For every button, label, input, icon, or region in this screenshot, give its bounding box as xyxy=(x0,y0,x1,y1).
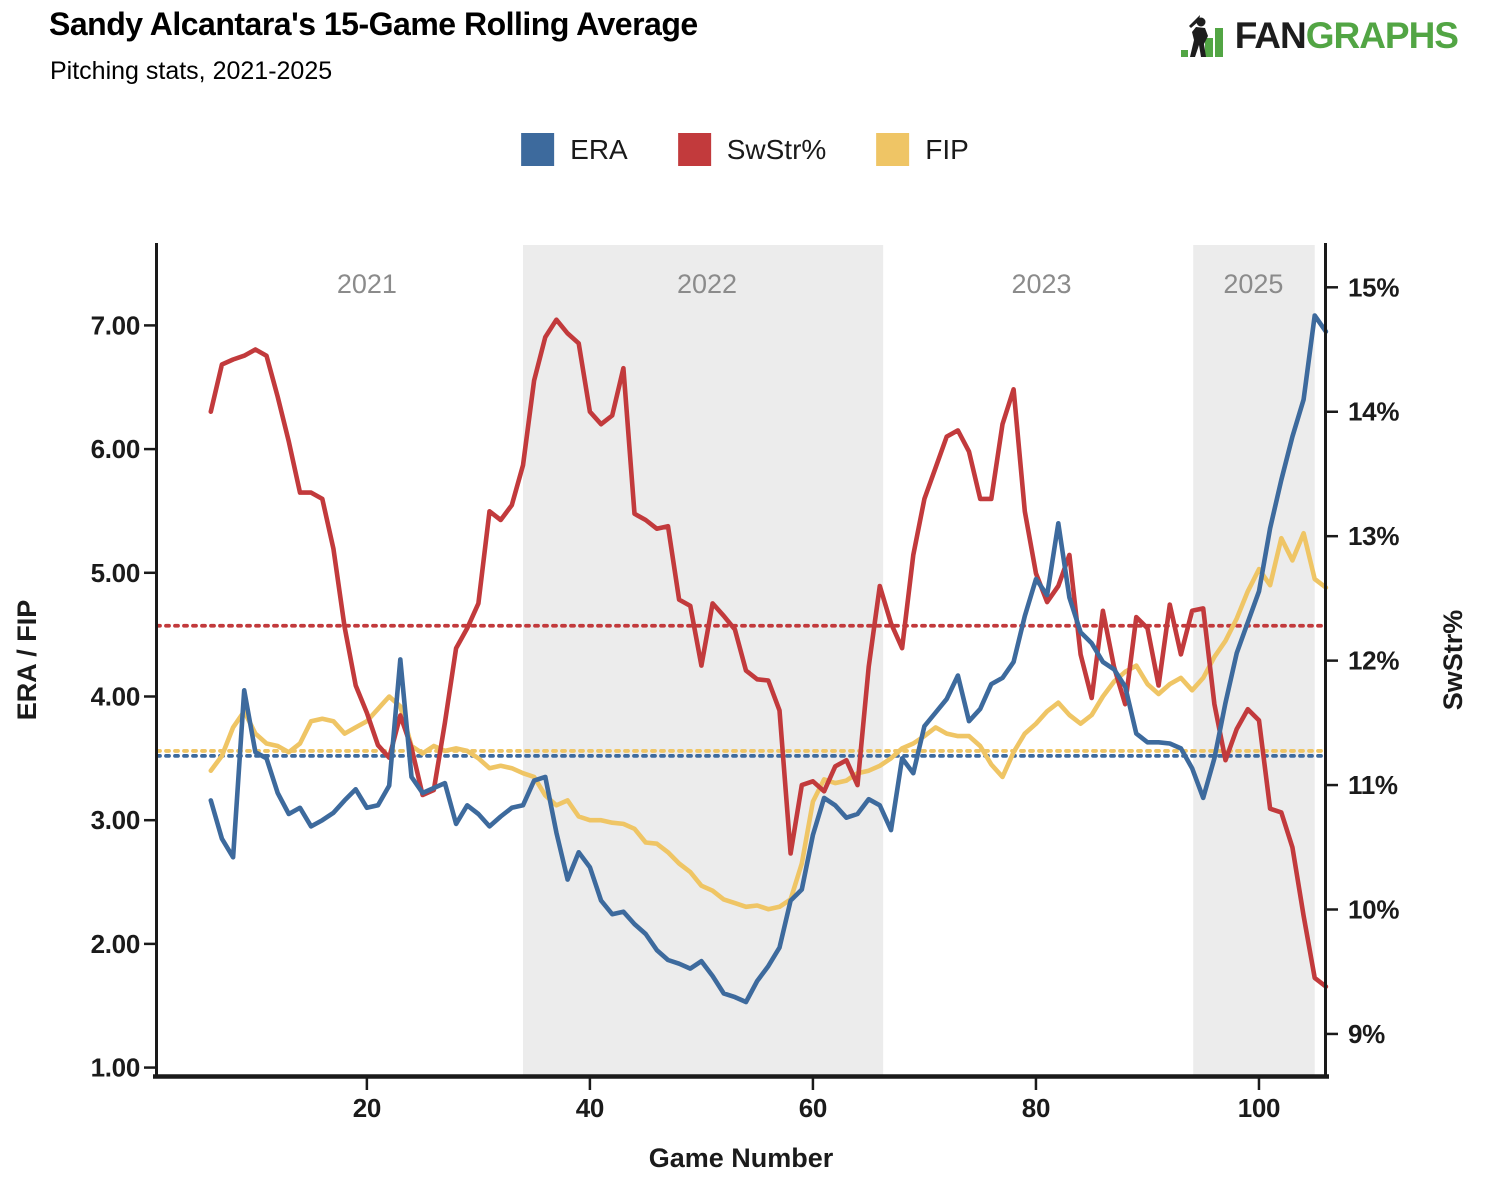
y-left-tick-label: 4.00 xyxy=(91,681,140,711)
y-left-tick-label: 3.00 xyxy=(91,805,140,835)
legend-label-swstr: SwStr% xyxy=(726,133,827,165)
season-label-2021: 2021 xyxy=(337,269,397,299)
logo-text-graphs: GRAPHS xyxy=(1305,15,1459,56)
series-line-era xyxy=(208,313,1329,1005)
x-tick-label: 80 xyxy=(1022,1093,1050,1123)
season-label-2025: 2025 xyxy=(1223,269,1283,299)
season-label-2022: 2022 xyxy=(677,269,737,299)
y-axis-right-title: SwStr% xyxy=(1438,610,1468,711)
era-bands xyxy=(522,245,1315,1075)
y-left-tick-label: 6.00 xyxy=(91,434,140,464)
series-line-swstrpct xyxy=(208,317,1329,989)
y-right-tick-label: 10% xyxy=(1348,894,1399,924)
legend-item-era: ERA xyxy=(521,133,628,166)
fip-swatch-icon xyxy=(876,133,910,166)
page-title: Sandy Alcantara's 15-Game Rolling Averag… xyxy=(49,6,698,42)
y-left-tick-label: 2.00 xyxy=(91,929,140,959)
y-left-tick-label: 5.00 xyxy=(91,558,140,588)
y-right-tick-label: 9% xyxy=(1348,1019,1385,1049)
swstr-swatch-icon xyxy=(677,133,711,166)
era-swatch-icon xyxy=(521,133,555,166)
fangraphs-batter-icon xyxy=(1180,15,1223,57)
y-right-tick-label: 12% xyxy=(1348,646,1399,676)
y-right-tick-label: 14% xyxy=(1348,397,1399,427)
x-axis-title: Game Number xyxy=(649,1143,834,1173)
legend-item-swstr: SwStr% xyxy=(677,133,827,166)
y-left-tick-label: 7.00 xyxy=(91,310,140,340)
page-subtitle: Pitching stats, 2021-2025 xyxy=(50,57,333,85)
legend-item-fip: FIP xyxy=(876,133,969,166)
average-dotted-lines xyxy=(155,623,1327,758)
y-right-tick-label: 13% xyxy=(1348,521,1399,551)
logo-text-fan: FAN xyxy=(1234,15,1307,56)
tick-labels: 1.00 2.00 3.00 4.00 5.00 6.00 7.00 9% 10% 11% 12% 1… xyxy=(91,272,1400,1123)
y-right-tick-label: 11% xyxy=(1348,770,1398,800)
x-tick-label: 20 xyxy=(353,1093,381,1123)
season-label-2023: 2023 xyxy=(1011,269,1071,299)
x-tick-label: 60 xyxy=(799,1093,827,1123)
series-lines xyxy=(208,313,1329,1005)
fangraphs-logo: FANGRAPHS xyxy=(1179,12,1459,60)
legend-label-fip: FIP xyxy=(925,133,969,165)
legend-label-era: ERA xyxy=(570,133,628,165)
y-axis-left-title: ERA / FIP xyxy=(12,600,42,721)
y-left-tick-label: 1.00 xyxy=(91,1053,140,1083)
x-tick-label: 40 xyxy=(576,1093,604,1123)
chart-legend: ERA SwStr% FIP xyxy=(521,133,969,166)
tick-marks xyxy=(144,286,1338,1090)
x-tick-label: 100 xyxy=(1238,1093,1280,1123)
fangraphs-wordmark: FANGRAPHS xyxy=(1234,15,1459,57)
y-right-tick-label: 15% xyxy=(1348,272,1399,302)
era-labels: 2021 2022 2023 2025 xyxy=(337,269,1284,299)
